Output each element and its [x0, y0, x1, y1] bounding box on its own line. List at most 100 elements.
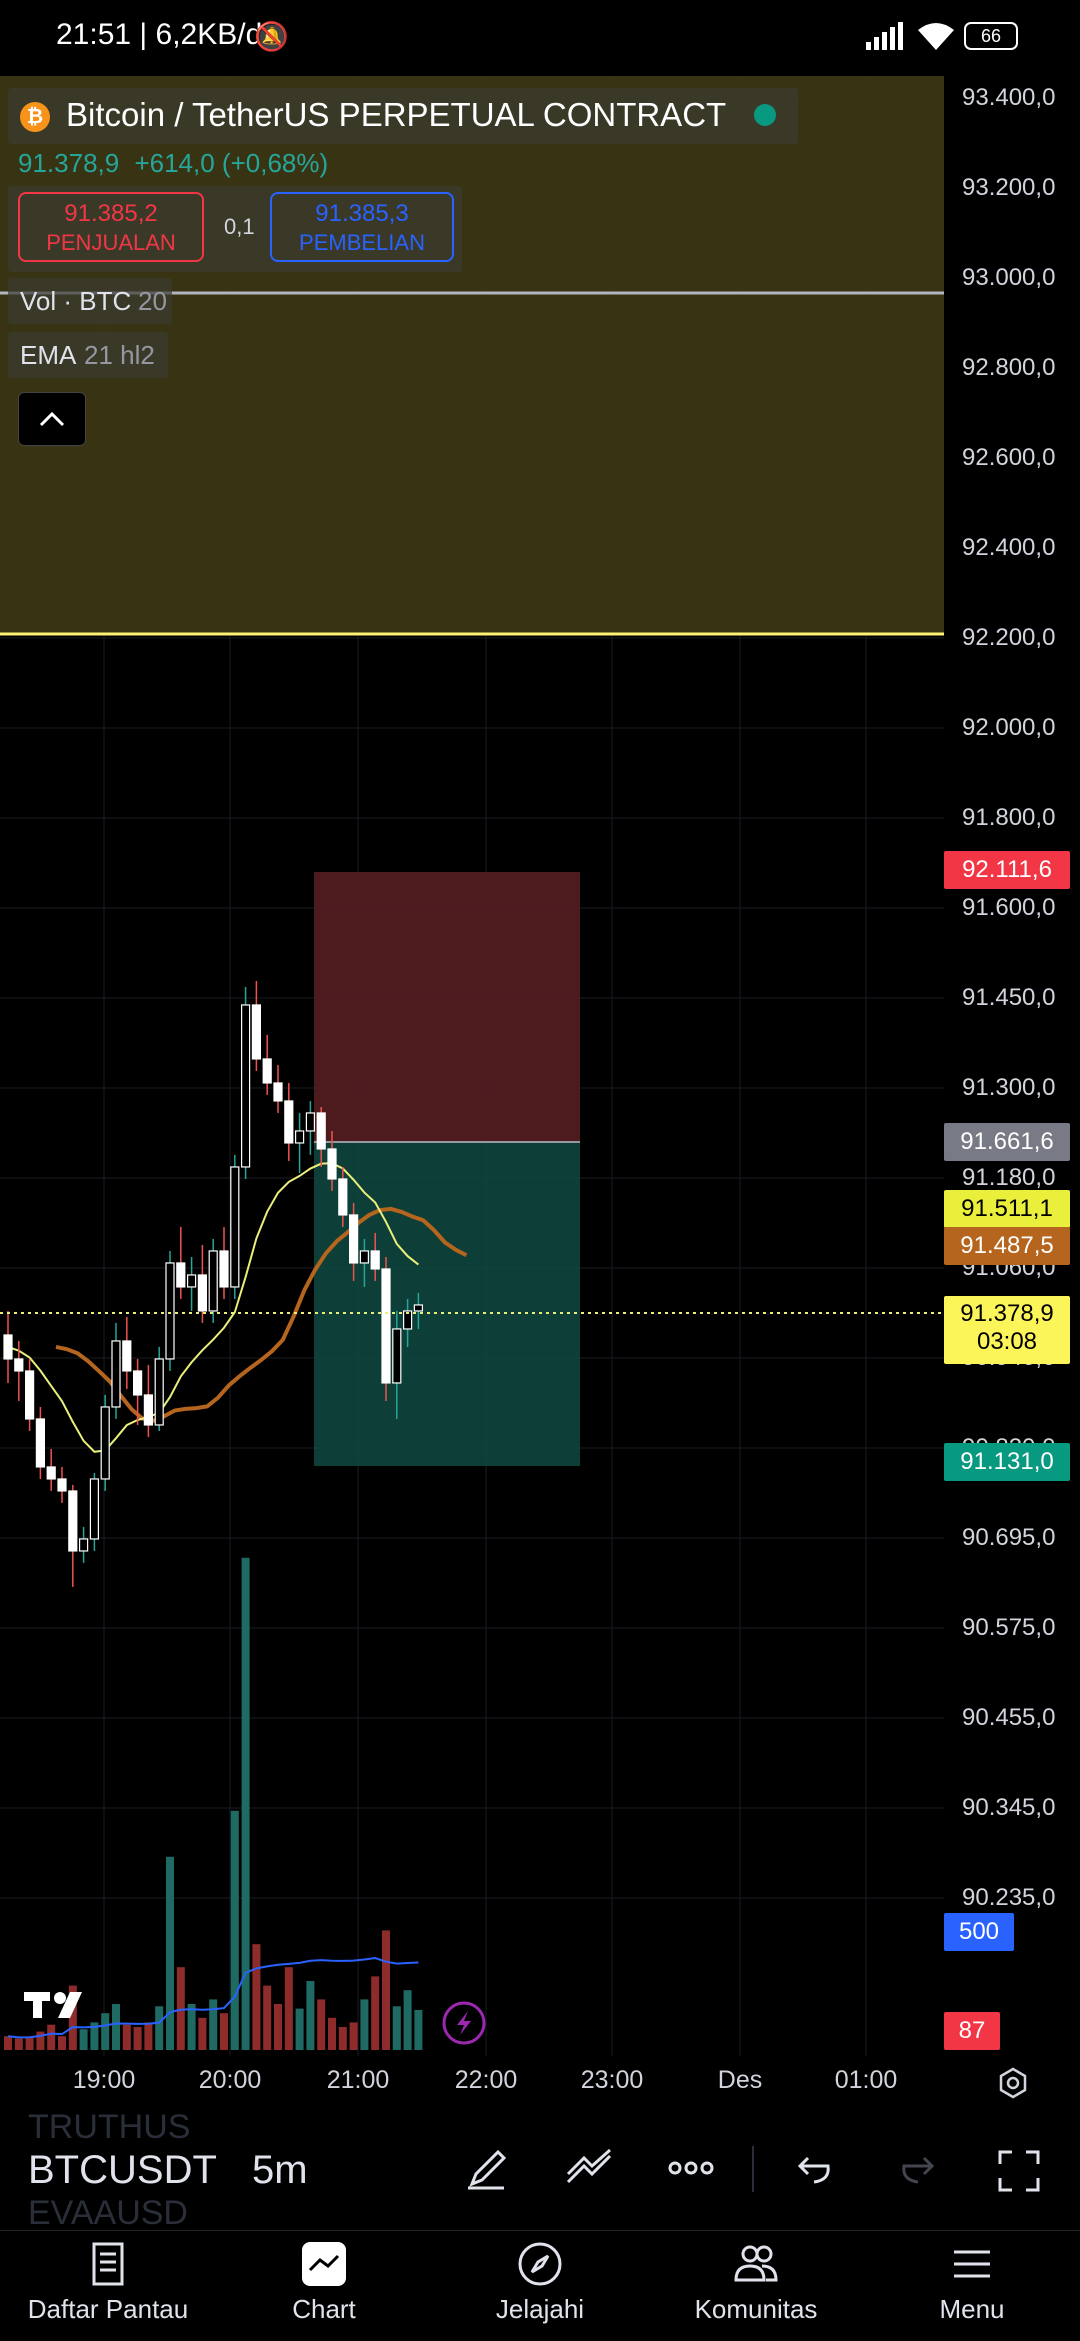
- vol-param: 20: [138, 286, 167, 316]
- flash-icon[interactable]: [442, 2001, 486, 2045]
- volume-bar: [101, 2013, 110, 2050]
- candle: [392, 1328, 402, 1384]
- time-axis-tick: 20:00: [198, 2066, 262, 2094]
- price-change-row: 91.378,9 +614,0 (+0,68%): [18, 148, 328, 179]
- symbol-button[interactable]: BTCUSDT: [28, 2148, 217, 2192]
- candle: [327, 1148, 337, 1180]
- nav-menu[interactable]: Menu: [872, 2240, 1072, 2325]
- trade-box: [8, 186, 462, 272]
- ema-orange-label: 91.487,5: [944, 1227, 1070, 1265]
- volume-bar: [176, 1967, 185, 2050]
- price-axis-tick: 93.000,0: [962, 264, 1056, 291]
- collapse-legend-button[interactable]: [18, 392, 86, 446]
- volume-bar: [338, 2027, 347, 2050]
- vol-last-label: 87: [944, 2012, 1000, 2050]
- candle: [14, 1358, 24, 1372]
- volume-bar: [306, 1981, 315, 2050]
- toolbar-divider: [752, 2146, 754, 2192]
- more-icon[interactable]: [668, 2148, 714, 2193]
- ema-param: 21 hl2: [84, 340, 155, 370]
- volume-bar: [58, 2036, 66, 2050]
- volume-bar: [25, 2037, 34, 2050]
- volume-bar: [284, 1967, 293, 2050]
- candle: [284, 1100, 294, 1144]
- signal-icon: [866, 22, 906, 57]
- spread-value: 0,1: [224, 214, 255, 239]
- candle: [78, 1538, 89, 1552]
- candle: [219, 1250, 229, 1288]
- time-axis-tick: 22:00: [454, 2066, 518, 2094]
- price-axis-tick: 90.695,0: [962, 1524, 1056, 1551]
- vol-ma-label: 500: [944, 1913, 1014, 1951]
- nav-chart[interactable]: Chart: [224, 2240, 424, 2325]
- nav-watchlist-label: Daftar Pantau: [27, 2294, 189, 2324]
- volume-bar: [317, 1999, 326, 2050]
- volume-ma-line: [7, 1956, 419, 2039]
- nav-watchlist[interactable]: Daftar Pantau: [8, 2240, 208, 2325]
- candle: [359, 1250, 369, 1264]
- volume-bar: [36, 2031, 45, 2050]
- time-axis-tick: 19:00: [72, 2066, 136, 2094]
- undo-icon[interactable]: [794, 2150, 834, 2195]
- price-axis-tick: 93.400,0: [962, 84, 1056, 111]
- tradingview-logo-icon: [24, 1992, 82, 2018]
- sell-button[interactable]: 91.385,2 PENJUALAN: [18, 192, 204, 262]
- sell-price: 91.385,2: [64, 200, 158, 227]
- candle: [122, 1340, 132, 1372]
- candle: [305, 1112, 315, 1132]
- mute-icon: 🔕: [254, 21, 289, 52]
- community-icon: [734, 2245, 778, 2282]
- interval-button[interactable]: 5m: [252, 2148, 308, 2192]
- nav-explore-label: Jelajahi: [495, 2294, 585, 2324]
- wifi-icon: [916, 20, 956, 57]
- candle: [403, 1310, 413, 1330]
- status-bar: 21:51 | 6,2KB/d 🔕 66: [0, 0, 1080, 76]
- draw-pen-icon[interactable]: [464, 2146, 510, 2197]
- price-axis-tick: 90.235,0: [962, 1884, 1056, 1911]
- price-axis-tick: 92.200,0: [962, 624, 1056, 651]
- volume-bar: [112, 2004, 120, 2050]
- candle: [338, 1178, 348, 1216]
- ema-legend[interactable]: EMA 21 hl2: [8, 332, 168, 378]
- volume-bar: [403, 1990, 412, 2050]
- nav-chart-label: Chart: [292, 2294, 356, 2324]
- battery-icon: 66: [964, 22, 1018, 50]
- price-axis-tick: 91.600,0: [962, 894, 1056, 921]
- symbol-title: Bitcoin / TetherUS PERPETUAL CONTRACT: [66, 96, 727, 133]
- price-axis-tick: 90.345,0: [962, 1794, 1056, 1821]
- price-axis-tick: 92.600,0: [962, 444, 1056, 471]
- candle: [176, 1262, 186, 1288]
- symbol-legend[interactable]: ₿ Bitcoin / TetherUS PERPETUAL CONTRACT: [8, 88, 798, 144]
- redo-icon: [898, 2150, 938, 2195]
- volume-bar: [90, 2022, 99, 2050]
- candle: [295, 1130, 305, 1144]
- nav-community[interactable]: Komunitas: [656, 2240, 856, 2325]
- fullscreen-icon[interactable]: [996, 2148, 1042, 2199]
- last-price-label: 91.378,9 03:08: [944, 1296, 1070, 1364]
- time-axis-tick: 23:00: [580, 2066, 644, 2094]
- volume-bar: [382, 1930, 390, 2050]
- entry-price-label: 91.661,6: [944, 1123, 1070, 1161]
- settings-icon[interactable]: [996, 2066, 1030, 2105]
- buy-price: 91.385,3: [315, 200, 409, 227]
- time-axis-tick: 01:00: [834, 2066, 898, 2094]
- vol-legend[interactable]: Vol · BTC 20: [8, 278, 172, 324]
- candle: [262, 1058, 272, 1084]
- buy-button[interactable]: 91.385,3 PEMBELIAN: [270, 192, 454, 262]
- target-zone[interactable]: [314, 1142, 580, 1466]
- candle: [241, 1004, 251, 1168]
- candle: [133, 1370, 143, 1396]
- watchlist-icon: [92, 2242, 124, 2286]
- volume-bar: [274, 2004, 282, 2050]
- candle: [154, 1358, 164, 1426]
- stop-zone[interactable]: [314, 872, 580, 1142]
- volume-bar: [133, 2027, 142, 2050]
- volume-bar: [252, 1944, 261, 2050]
- nav-explore[interactable]: Jelajahi: [440, 2240, 640, 2325]
- trend-line-icon[interactable]: [564, 2148, 614, 2195]
- price-change: +614,0 (+0,68%): [134, 148, 329, 178]
- volume-bar: [187, 2004, 196, 2050]
- candle: [68, 1490, 78, 1552]
- chevron-up-icon: [39, 411, 65, 427]
- volume-bar: [198, 2017, 207, 2050]
